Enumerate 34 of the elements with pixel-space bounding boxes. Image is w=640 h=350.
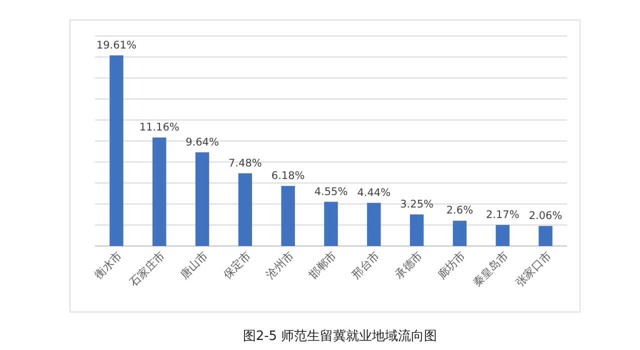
bar: [152, 138, 166, 246]
x-tick-label: 唐山市: [178, 248, 210, 282]
bar: [195, 152, 210, 246]
x-tick-label: 保定市: [220, 248, 254, 282]
data-label: 3.25%: [400, 198, 434, 210]
data-label: 2.17%: [486, 208, 520, 221]
bar: [238, 173, 252, 246]
text: 图2-5 师范生留冀就业地域流向图: [242, 328, 438, 344]
data-label: 4.44%: [357, 186, 391, 199]
data-label: 4.55%: [314, 186, 348, 198]
x-tick-label: 石家庄市: [127, 248, 168, 290]
bar: [538, 226, 552, 246]
data-label: 2.6%: [446, 204, 474, 217]
data-label: 11.16%: [139, 122, 180, 134]
bar: [367, 202, 381, 246]
x-tick-label: 沧州市: [264, 248, 296, 282]
x-tick-label: 秦皇岛市: [470, 248, 511, 290]
x-tick-label: 廊坊市: [435, 248, 468, 282]
data-label: 2.06%: [528, 210, 562, 222]
data-label: 7.48%: [228, 157, 262, 170]
x-tick-label: 承德市: [392, 248, 425, 282]
bar: [410, 214, 424, 246]
data-label: 6.18%: [271, 170, 305, 182]
x-tick-label: 张家口市: [513, 248, 554, 290]
bar: [324, 202, 338, 246]
data-label: 19.61%: [96, 39, 136, 52]
bar: [496, 224, 510, 246]
bar: [452, 220, 467, 246]
bar: [281, 186, 295, 246]
bar: [110, 55, 124, 246]
x-tick-label: 衡水市: [92, 248, 125, 282]
x-tick-label: 邢台市: [350, 248, 382, 282]
data-label: 9.64%: [186, 136, 219, 148]
x-tick-label: 邯郸市: [306, 248, 340, 282]
